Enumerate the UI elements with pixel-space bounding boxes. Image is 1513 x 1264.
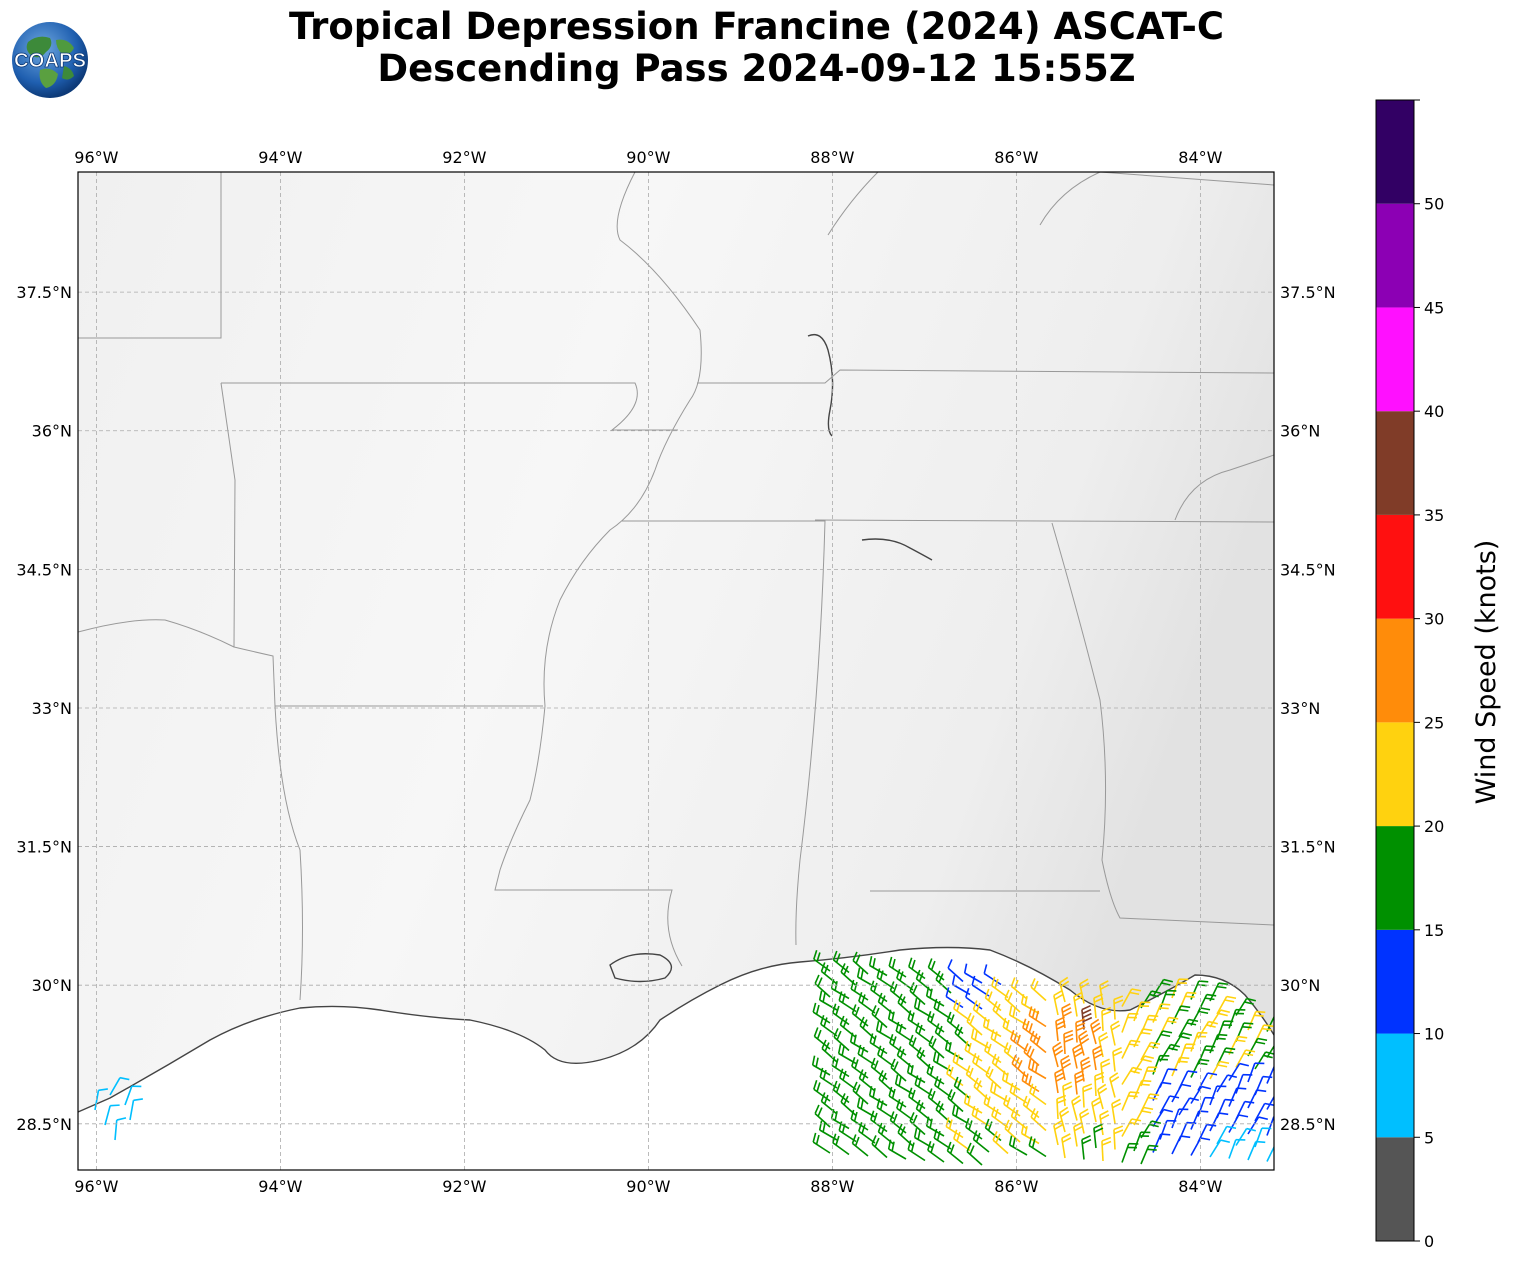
lat-tick-label: 36°N (1280, 422, 1320, 441)
lon-tick-label: 96°W (74, 1177, 118, 1196)
coaps-logo: COAPS (12, 22, 88, 98)
colorbar-bin (1376, 307, 1414, 412)
lat-tick-label: 34.5°N (1280, 560, 1336, 579)
colorbar-label: Wind Speed (knots) (1471, 540, 1502, 805)
lake-pontchartrain (609, 953, 673, 983)
lat-tick-label: 37.5°N (16, 283, 72, 302)
lon-tick-label: 90°W (626, 1177, 670, 1196)
chart-title: Tropical Depression Francine (2024) ASCA… (0, 6, 1513, 90)
colorbar-tick-label: 20 (1424, 817, 1444, 836)
colorbar-tick-label: 0 (1424, 1232, 1434, 1251)
lat-tick-label: 28.5°N (16, 1115, 72, 1134)
lon-tick-label: 94°W (258, 148, 302, 167)
lon-ticks-bottom: 96°W 94°W 92°W 90°W 88°W 86°W 84°W (74, 1177, 1222, 1196)
guntersville-lake (861, 538, 933, 561)
state-borders (78, 172, 1274, 1001)
lat-tick-label: 31.5°N (1280, 838, 1336, 857)
colorbar-bin (1376, 1033, 1414, 1138)
colorbar-tick-label: 45 (1424, 298, 1444, 317)
lon-ticks-top: 96°W 94°W 92°W 90°W 88°W 86°W 84°W (74, 148, 1222, 167)
colorbar-bin (1376, 826, 1414, 930)
colorbar: 0 5 10 15 20 25 30 35 40 45 50 Wind Speed (knots) (1375, 99, 1502, 1251)
title-line-1: Tropical Depression Francine (2024) ASCA… (288, 5, 1225, 48)
lon-tick-label: 92°W (442, 1177, 486, 1196)
map-border (77, 171, 1275, 1171)
lon-tick-label: 86°W (994, 1177, 1038, 1196)
lat-tick-label: 33°N (1280, 699, 1320, 718)
colorbar-tick-label: 35 (1424, 506, 1444, 525)
gridlines (78, 172, 1274, 1170)
coastline (78, 946, 1274, 1113)
map-frame (77, 171, 1275, 1171)
colorbar-tick-label: 10 (1424, 1025, 1444, 1044)
wind-barbs (94, 949, 1274, 1166)
colorbar-bin (1376, 203, 1414, 308)
kentucky-lake (807, 333, 834, 437)
lon-tick-label: 94°W (258, 1177, 302, 1196)
colorbar-bin (1376, 411, 1414, 515)
lat-tick-label: 28.5°N (1280, 1115, 1336, 1134)
lon-tick-label: 90°W (626, 148, 670, 167)
lat-tick-label: 30°N (32, 976, 72, 995)
colorbar-bin (1376, 100, 1414, 204)
colorbar-tick-label: 15 (1424, 921, 1444, 940)
colorbar-tick-label: 30 (1424, 610, 1444, 629)
title-line-2: Descending Pass 2024-09-12 15:55Z (377, 47, 1136, 90)
colorbar-tick-label: 5 (1424, 1128, 1434, 1147)
colorbar-bin (1376, 514, 1414, 619)
lat-tick-label: 37.5°N (1280, 283, 1336, 302)
lat-ticks-left: 37.5°N 36°N 34.5°N 33°N 31.5°N 30°N 28.5°N (16, 283, 72, 1134)
lat-tick-label: 31.5°N (16, 838, 72, 857)
lat-ticks-right: 37.5°N 36°N 34.5°N 33°N 31.5°N 30°N 28.5°N (1280, 283, 1336, 1134)
lon-tick-label: 96°W (74, 148, 118, 167)
lat-tick-label: 33°N (32, 699, 72, 718)
lat-tick-label: 30°N (1280, 976, 1320, 995)
lon-tick-label: 84°W (1178, 148, 1222, 167)
lat-tick-label: 36°N (32, 422, 72, 441)
logo-text: COAPS (14, 50, 86, 72)
lon-tick-label: 88°W (810, 148, 854, 167)
colorbar-tick-label: 50 (1424, 195, 1444, 214)
colorbar-bin (1376, 1137, 1414, 1241)
lon-tick-label: 88°W (810, 1177, 854, 1196)
lon-tick-label: 84°W (1178, 1177, 1222, 1196)
colorbar-tick-label: 25 (1424, 713, 1444, 732)
lat-tick-label: 34.5°N (16, 560, 72, 579)
lon-tick-label: 92°W (442, 148, 486, 167)
colorbar-bin (1376, 618, 1414, 723)
colorbar-bin (1376, 929, 1414, 1034)
lon-tick-label: 86°W (994, 148, 1038, 167)
colorbar-bin (1376, 722, 1414, 827)
colorbar-tick-label: 40 (1424, 402, 1444, 421)
